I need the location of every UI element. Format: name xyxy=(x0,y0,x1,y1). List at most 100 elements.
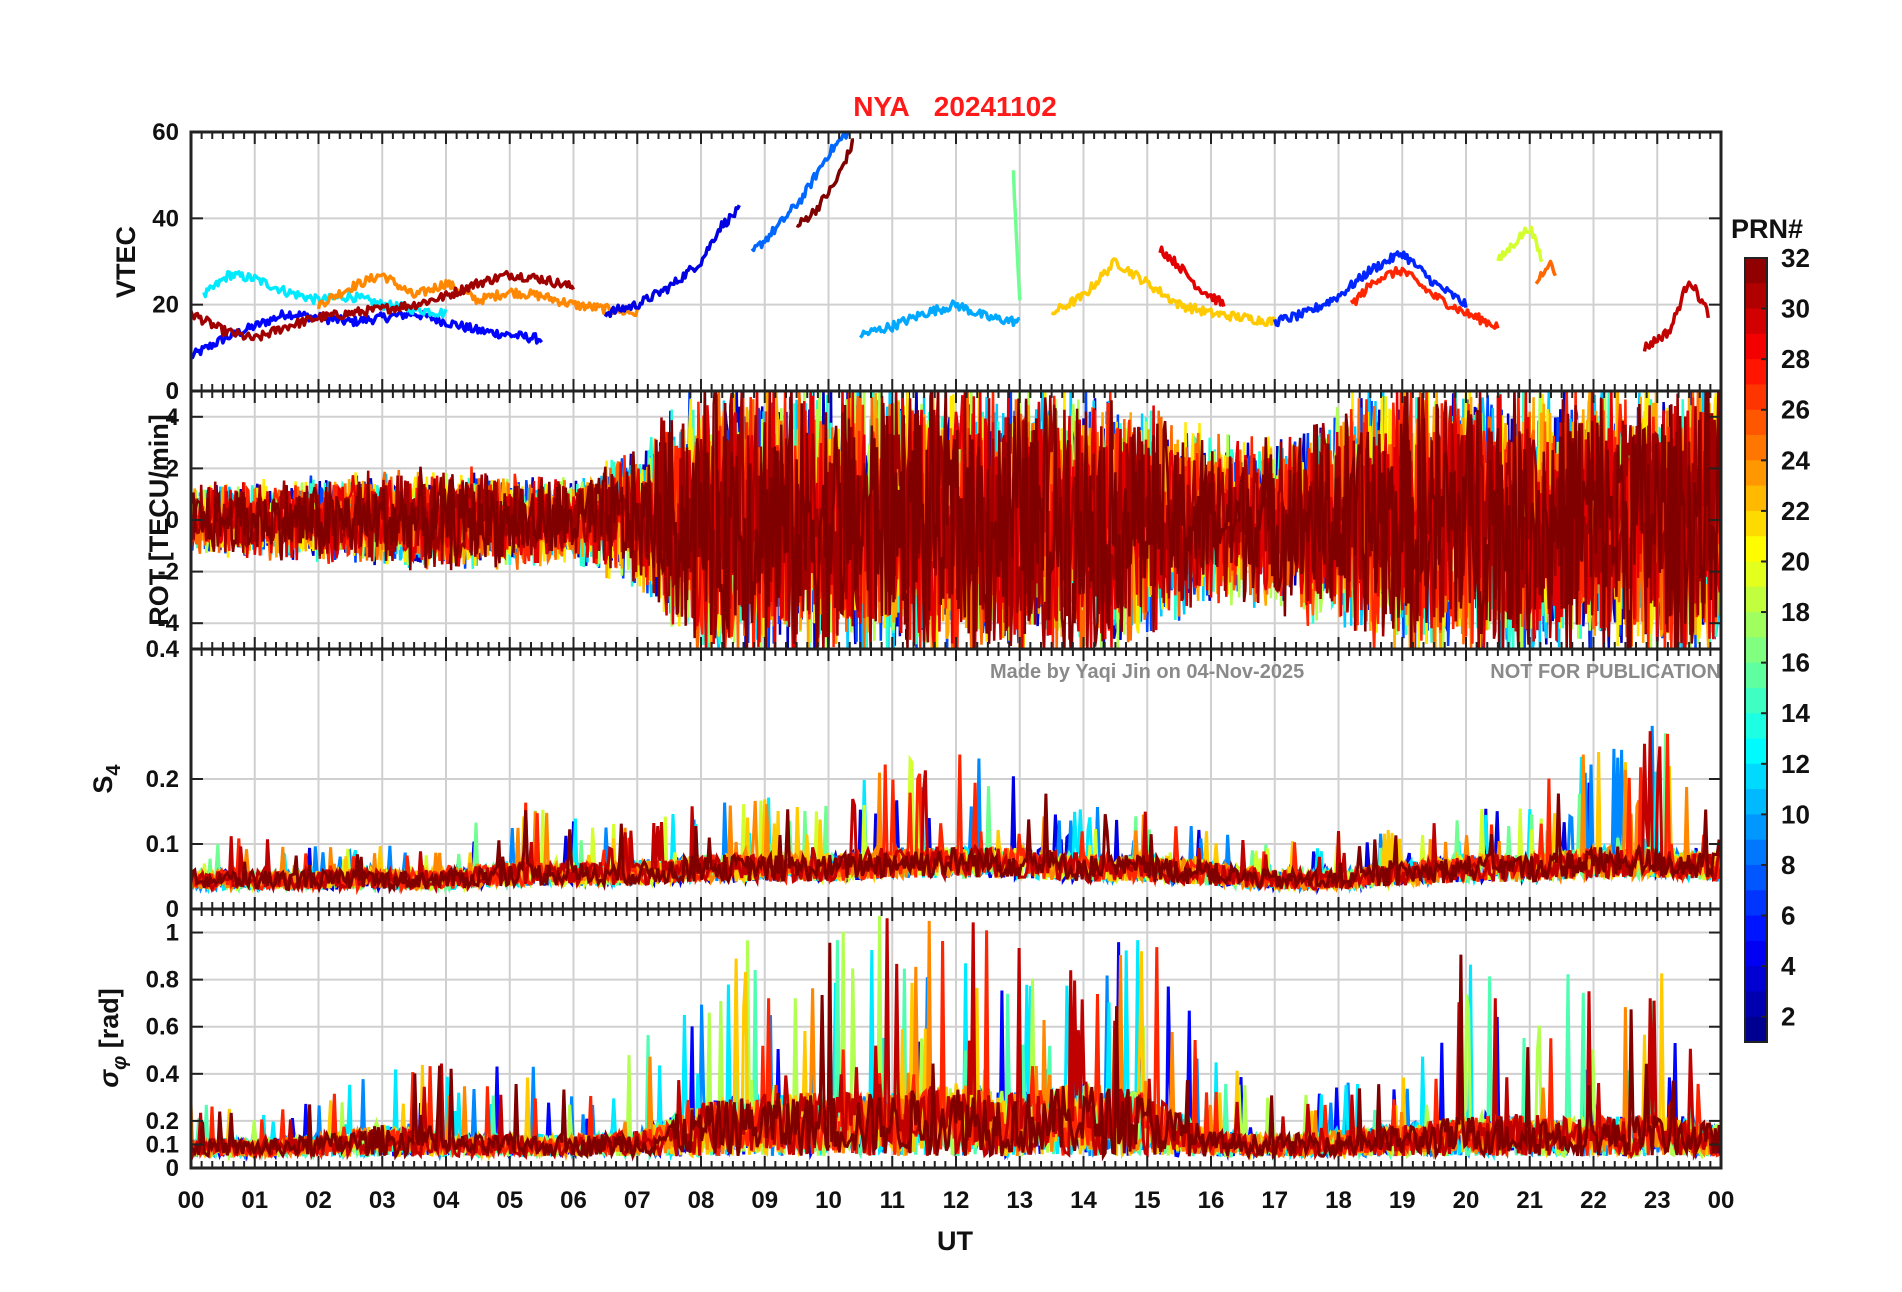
y-tick-label: 40 xyxy=(152,205,179,232)
colorbar-segment xyxy=(1745,536,1767,562)
sigma-y-label: σφ [rad] xyxy=(94,988,131,1088)
vtec-series-prn-25 xyxy=(1534,259,1557,285)
chart-title: NYA 20241102 xyxy=(853,91,1057,122)
y-tick-label: 2 xyxy=(166,455,179,482)
vtec-series-prn-8 xyxy=(750,132,850,253)
y-tick-label: 20 xyxy=(152,292,179,319)
x-tick-label: 03 xyxy=(369,1187,396,1214)
x-tick-label: 13 xyxy=(1006,1187,1033,1214)
colorbar-segment xyxy=(1745,359,1767,385)
title-date: 20241102 xyxy=(934,91,1057,122)
x-tick-label: 22 xyxy=(1580,1187,1607,1214)
s4-series-prn-32 xyxy=(191,793,1721,895)
y-tick-label: -2 xyxy=(158,559,179,586)
colorbar-tick-label: 16 xyxy=(1781,648,1810,678)
colorbar-segment xyxy=(1745,333,1767,360)
colorbar-tick-label: 2 xyxy=(1781,1002,1795,1032)
colorbar-segment xyxy=(1745,586,1767,613)
vtec-series-prn-10 xyxy=(859,299,1021,339)
y-tick-label: 60 xyxy=(152,119,179,146)
colorbar-segment xyxy=(1745,738,1767,765)
y-tick-label: 4 xyxy=(166,404,180,431)
colorbar-segment xyxy=(1745,435,1767,461)
y-tick-label: 0 xyxy=(166,507,179,534)
panel-s4: 0 0.1 0.2 0.4 S4 Made by Yaqi Jin on 04-Nov… xyxy=(88,636,1723,923)
colorbar-segment xyxy=(1745,687,1767,714)
colorbar-segment xyxy=(1745,308,1767,335)
x-tick-label: 19 xyxy=(1389,1187,1416,1214)
colorbar-segment xyxy=(1745,384,1767,411)
y-tick-label: -4 xyxy=(158,610,180,637)
colorbar-segment xyxy=(1745,839,1767,866)
colorbar-segment xyxy=(1745,1016,1767,1043)
colorbar-segment xyxy=(1745,283,1767,310)
vtec-y-label: VTEC xyxy=(111,226,141,298)
colorbar-tick-label: 20 xyxy=(1781,546,1810,576)
panel-sigma-phi: 00.10.2 0.4 0.6 0.8 1 00 01 02 03 04 05 06 07 08 09 10 1… xyxy=(94,907,1734,1214)
colorbar-segment xyxy=(1745,940,1767,967)
y-tick-label: 0.4 xyxy=(146,1061,180,1088)
colorbar-title: PRN# xyxy=(1731,214,1803,244)
vtec-series-prn-19 xyxy=(1496,225,1544,263)
axes-box xyxy=(189,907,1723,1170)
colorbar-segment xyxy=(1745,864,1767,891)
panel-sigma-lines xyxy=(191,915,1721,1162)
colorbar-tick-label: 6 xyxy=(1781,901,1795,931)
sigma-series-prn-32 xyxy=(191,942,1721,1162)
y-tick-label: 0.1 xyxy=(146,831,179,858)
x-tick-label: 14 xyxy=(1070,1187,1097,1214)
x-tick-label: 16 xyxy=(1198,1187,1225,1214)
panel-rot-lines xyxy=(191,391,1721,649)
colorbar-tick-label: 12 xyxy=(1781,749,1810,779)
x-tick-label: 07 xyxy=(624,1187,651,1214)
watermark-notice: NOT FOR PUBLICATION xyxy=(1490,661,1721,683)
x-tick-label: 12 xyxy=(943,1187,970,1214)
vtec-series-prn-16 xyxy=(1011,170,1022,301)
vtec-series-prn-27 xyxy=(1349,265,1500,330)
colorbar-segment xyxy=(1745,966,1767,992)
colorbar-segment xyxy=(1745,890,1767,917)
x-tick-label: 18 xyxy=(1325,1187,1352,1214)
x-tick-label: 15 xyxy=(1134,1187,1161,1214)
y-tick-label: 0.2 xyxy=(146,1108,179,1135)
y-tick-label: 0.4 xyxy=(146,636,180,663)
colorbar-segment xyxy=(1745,763,1767,790)
colorbar-segment xyxy=(1745,789,1767,815)
panel-s4-lines xyxy=(191,725,1721,896)
x-tick-label: 23 xyxy=(1644,1187,1671,1214)
x-tick-label: 11 xyxy=(880,1187,905,1214)
colorbar-tick-label: 4 xyxy=(1781,951,1796,981)
s4-y-label: S4 xyxy=(88,764,125,794)
colorbar-tick-label: 8 xyxy=(1781,850,1795,880)
colorbar-segment xyxy=(1745,258,1767,284)
colorbar-tick-label: 18 xyxy=(1781,597,1810,627)
colorbar-segment xyxy=(1745,510,1767,537)
vtec-series-prn-29 xyxy=(1158,245,1226,308)
colorbar-segment xyxy=(1745,814,1767,841)
x-tick-label: 20 xyxy=(1453,1187,1480,1214)
colorbar-segment xyxy=(1745,409,1767,436)
panel-vtec: 0 20 40 60 VTEC xyxy=(111,119,1723,405)
y-tick-label: 0 xyxy=(166,896,179,923)
x-tick-label: 06 xyxy=(560,1187,587,1214)
colorbar-segment xyxy=(1745,713,1767,740)
colorbar-segment xyxy=(1745,915,1767,942)
watermark-author: Made by Yaqi Jin on 04-Nov-2025 xyxy=(990,661,1304,683)
x-tick-label: 04 xyxy=(433,1187,460,1214)
x-tick-label: 08 xyxy=(688,1187,715,1214)
x-tick-label: 01 xyxy=(241,1187,268,1214)
colorbar-segment xyxy=(1745,460,1767,487)
x-tick-label: 00 xyxy=(178,1187,205,1214)
vtec-series-prn-30 xyxy=(1642,280,1711,352)
colorbar-segment xyxy=(1745,561,1767,588)
vtec-series-prn-24 xyxy=(316,272,639,318)
colorbar-segment xyxy=(1745,612,1767,638)
x-tick-label: 21 xyxy=(1516,1187,1543,1214)
vtec-series-prn-32 xyxy=(795,138,855,228)
y-tick-label: 0 xyxy=(166,1155,179,1182)
